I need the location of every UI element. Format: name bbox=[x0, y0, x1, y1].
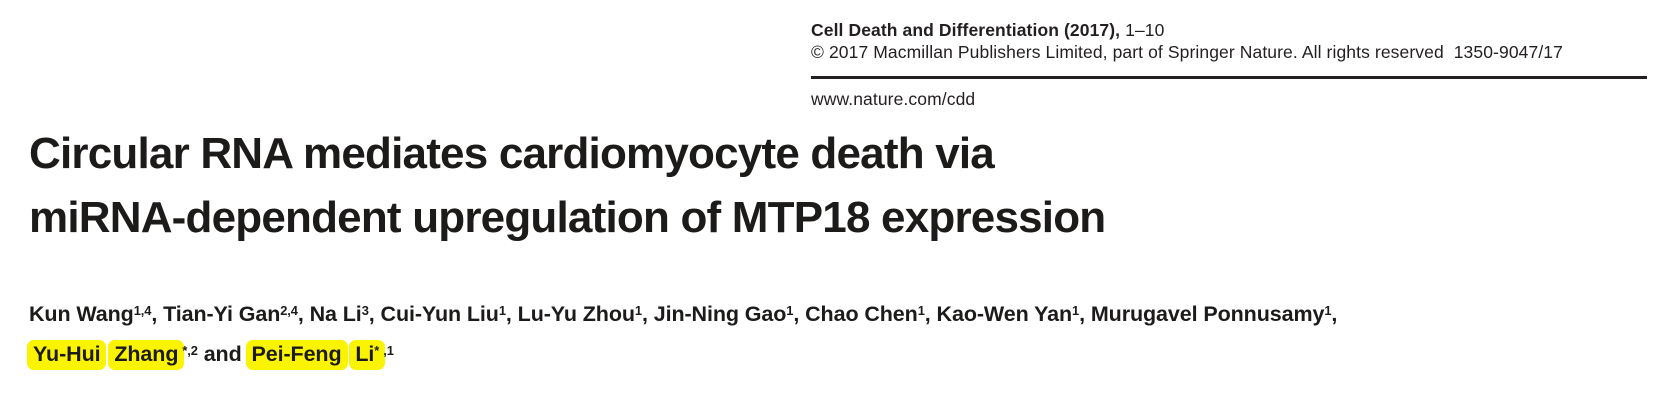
author-text: , bbox=[151, 302, 164, 326]
journal-name-year: Cell Death and Differentiation (2017), bbox=[811, 20, 1126, 40]
paper-title-line2: miRNA-dependent upregulation of MTP18 ex… bbox=[29, 193, 1106, 242]
author-text: Jin-Ning Gao bbox=[653, 302, 787, 326]
author-text: , bbox=[1079, 302, 1091, 326]
author-affiliation-sup: 1 bbox=[786, 302, 794, 318]
author-name-highlighted: Pei-Feng bbox=[245, 340, 348, 370]
author-affiliation-sup: 1,4 bbox=[133, 302, 152, 318]
author-text: , bbox=[1331, 302, 1338, 326]
author-text: , bbox=[297, 302, 310, 326]
author-affiliation-sup: 2,4 bbox=[280, 302, 298, 318]
journal-citation: Cell Death and Differentiation (2017), 1… bbox=[811, 19, 1649, 41]
author-text: Cui-Yun Liu bbox=[380, 302, 499, 326]
journal-header: Cell Death and Differentiation (2017), 1… bbox=[811, 19, 1649, 110]
journal-url: www.nature.com/cdd bbox=[811, 89, 976, 109]
author-affiliation-sup: 1 bbox=[1324, 302, 1332, 318]
author-text: Murugavel Ponnusamy bbox=[1090, 302, 1325, 326]
author-list: Kun Wang1,4, Tian-Yi Gan2,4, Na Li3, Cui… bbox=[27, 294, 1337, 374]
author-affiliation-sup: *,2 bbox=[182, 342, 198, 358]
paper-title: Circular RNA mediates cardiomyocyte deat… bbox=[29, 122, 1106, 250]
author-text: Kao-Wen Yan bbox=[936, 302, 1073, 326]
authors-line-2: Yu-Hui Zhang *,2 and Pei-Feng Li* ,1 bbox=[27, 334, 1337, 374]
author-name-highlighted: Yu-Hui bbox=[27, 340, 107, 370]
page-range: 1–10 bbox=[1125, 20, 1165, 40]
author-text: and bbox=[197, 342, 248, 366]
author-text: Na Li bbox=[309, 302, 362, 326]
author-text: , bbox=[505, 302, 518, 326]
author-corresponding-mark: * bbox=[374, 342, 380, 358]
divider-rule bbox=[811, 76, 1647, 79]
author-affiliation-sup: 1 bbox=[917, 302, 925, 318]
author-name-highlighted: Zhang bbox=[108, 340, 185, 370]
author-affiliation-sup: 1 bbox=[498, 302, 506, 318]
author-text: , bbox=[924, 302, 937, 326]
paper-title-line1: Circular RNA mediates cardiomyocyte deat… bbox=[29, 129, 995, 178]
copyright-line: © 2017 Macmillan Publishers Limited, par… bbox=[811, 42, 1563, 62]
author-name-highlighted: Li* bbox=[349, 340, 386, 370]
author-text: Lu-Yu Zhou bbox=[517, 302, 635, 326]
author-affiliation-sup: 1 bbox=[634, 302, 642, 318]
author-text: , bbox=[793, 302, 806, 326]
author-affiliation-sup: 1 bbox=[1072, 302, 1080, 318]
author-text: , bbox=[641, 302, 654, 326]
author-text: , bbox=[368, 302, 381, 326]
author-text: Chao Chen bbox=[805, 302, 918, 326]
author-affiliation-sup: ,1 bbox=[383, 342, 394, 358]
author-text: Tian-Yi Gan bbox=[163, 302, 281, 326]
authors-line-1: Kun Wang1,4, Tian-Yi Gan2,4, Na Li3, Cui… bbox=[29, 294, 1337, 334]
author-affiliation-sup: 3 bbox=[361, 302, 369, 318]
author-text: Kun Wang bbox=[29, 302, 134, 326]
